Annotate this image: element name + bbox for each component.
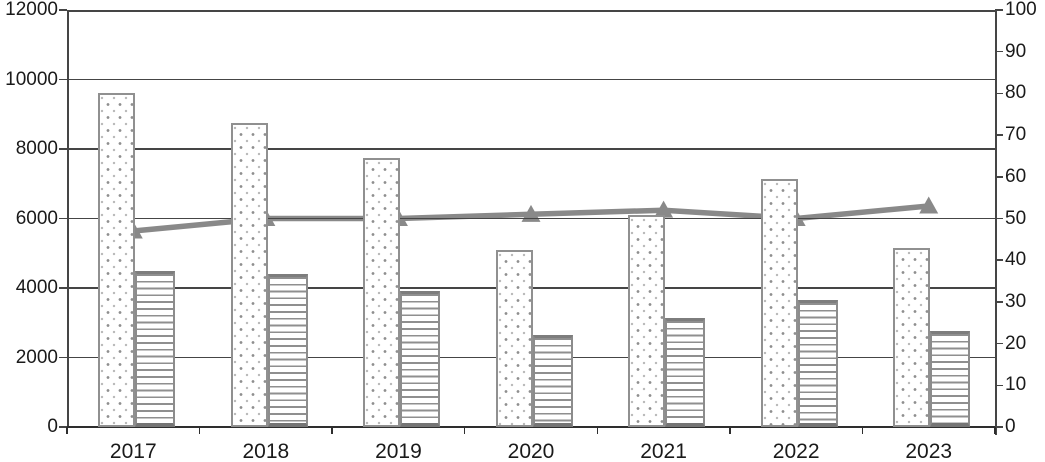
x-axis-tick bbox=[596, 427, 599, 434]
bar-dotted_bar-2021 bbox=[628, 215, 666, 427]
right-axis-tick bbox=[995, 92, 1003, 95]
bar-striped_bar-2020 bbox=[532, 334, 573, 427]
bar-dotted_bar-2019 bbox=[363, 157, 401, 427]
x-axis-label: 2021 bbox=[640, 440, 687, 462]
y-axis-label-right: 70 bbox=[1005, 124, 1027, 146]
x-axis-tick bbox=[331, 427, 333, 434]
bar-striped_bar-2022 bbox=[797, 300, 838, 427]
y-axis-label-right: 20 bbox=[1005, 332, 1027, 354]
right-axis-tick bbox=[995, 342, 1003, 345]
right-axis-tick bbox=[995, 134, 1003, 136]
y-axis-label-right: 30 bbox=[1005, 290, 1027, 312]
bar-dotted_bar-2022 bbox=[760, 178, 798, 427]
y-axis-label-right: 80 bbox=[1005, 82, 1027, 104]
right-axis-tick bbox=[995, 426, 1003, 428]
x-axis-tick bbox=[198, 427, 201, 434]
bar-striped_bar-2023 bbox=[930, 331, 971, 427]
y-axis-label-left: 2000 bbox=[15, 346, 58, 368]
left-axis-tick bbox=[59, 287, 67, 289]
x-axis-label: 2019 bbox=[375, 440, 422, 462]
gridline bbox=[67, 148, 995, 150]
x-axis-tick bbox=[463, 427, 466, 434]
left-axis-tick bbox=[59, 217, 67, 220]
x-axis-label: 2017 bbox=[109, 440, 157, 462]
bar-dotted_bar-2018 bbox=[230, 122, 268, 427]
right-axis-tick bbox=[995, 217, 1003, 220]
gridline bbox=[67, 217, 995, 220]
y-axis-label-left: 0 bbox=[47, 416, 58, 437]
y-axis-label-right: 90 bbox=[1005, 40, 1027, 62]
left-axis-tick bbox=[59, 9, 67, 11]
y-axis-label-left: 12000 bbox=[5, 0, 58, 20]
bar-dotted_bar-2023 bbox=[893, 248, 931, 427]
right-axis-line bbox=[995, 10, 997, 435]
x-axis-label: 2023 bbox=[905, 440, 953, 462]
y-axis-label-right: 50 bbox=[1005, 207, 1027, 229]
x-axis-label: 2022 bbox=[772, 440, 820, 462]
right-axis-tick bbox=[995, 384, 1003, 387]
bar-striped_bar-2017 bbox=[135, 270, 175, 427]
y-axis-label-right: 40 bbox=[1005, 249, 1027, 271]
y-axis-label-left: 8000 bbox=[15, 138, 58, 159]
bar-striped_bar-2018 bbox=[267, 274, 308, 427]
left-axis-tick bbox=[59, 78, 67, 81]
x-axis-tick bbox=[729, 427, 731, 434]
gridline bbox=[67, 78, 995, 81]
left-axis-tick bbox=[59, 356, 67, 359]
line-marker-triangle bbox=[521, 204, 541, 222]
right-axis-tick bbox=[995, 259, 1003, 261]
x-axis-line bbox=[59, 426, 1003, 428]
y-axis-label-left: 4000 bbox=[15, 277, 58, 298]
line-marker-triangle bbox=[919, 196, 939, 214]
bar-striped_bar-2021 bbox=[665, 317, 706, 427]
x-axis-tick bbox=[994, 427, 996, 434]
right-axis-tick bbox=[995, 9, 1003, 11]
y-axis-label-left: 10000 bbox=[5, 68, 58, 90]
x-axis-label: 2018 bbox=[242, 440, 290, 462]
y-axis-label-right: 100 bbox=[1005, 0, 1037, 20]
x-axis-tick bbox=[861, 427, 864, 434]
right-axis-tick bbox=[995, 176, 1003, 178]
y-axis-label-right: 60 bbox=[1005, 165, 1027, 187]
plot-top-border bbox=[67, 10, 995, 12]
bar-dotted_bar-2017 bbox=[98, 93, 135, 427]
y-axis-label-left: 6000 bbox=[15, 207, 58, 229]
right-axis-tick bbox=[995, 50, 1003, 53]
y-axis-label-right: 10 bbox=[1005, 374, 1027, 396]
left-axis-tick bbox=[59, 148, 67, 150]
y-axis-label-right: 0 bbox=[1005, 416, 1016, 437]
x-axis-tick bbox=[66, 427, 68, 434]
right-axis-tick bbox=[995, 301, 1003, 303]
bar-striped_bar-2019 bbox=[400, 291, 441, 427]
x-axis-label: 2020 bbox=[507, 440, 555, 462]
left-axis-tick bbox=[59, 426, 67, 428]
bar-dotted_bar-2020 bbox=[495, 249, 533, 427]
